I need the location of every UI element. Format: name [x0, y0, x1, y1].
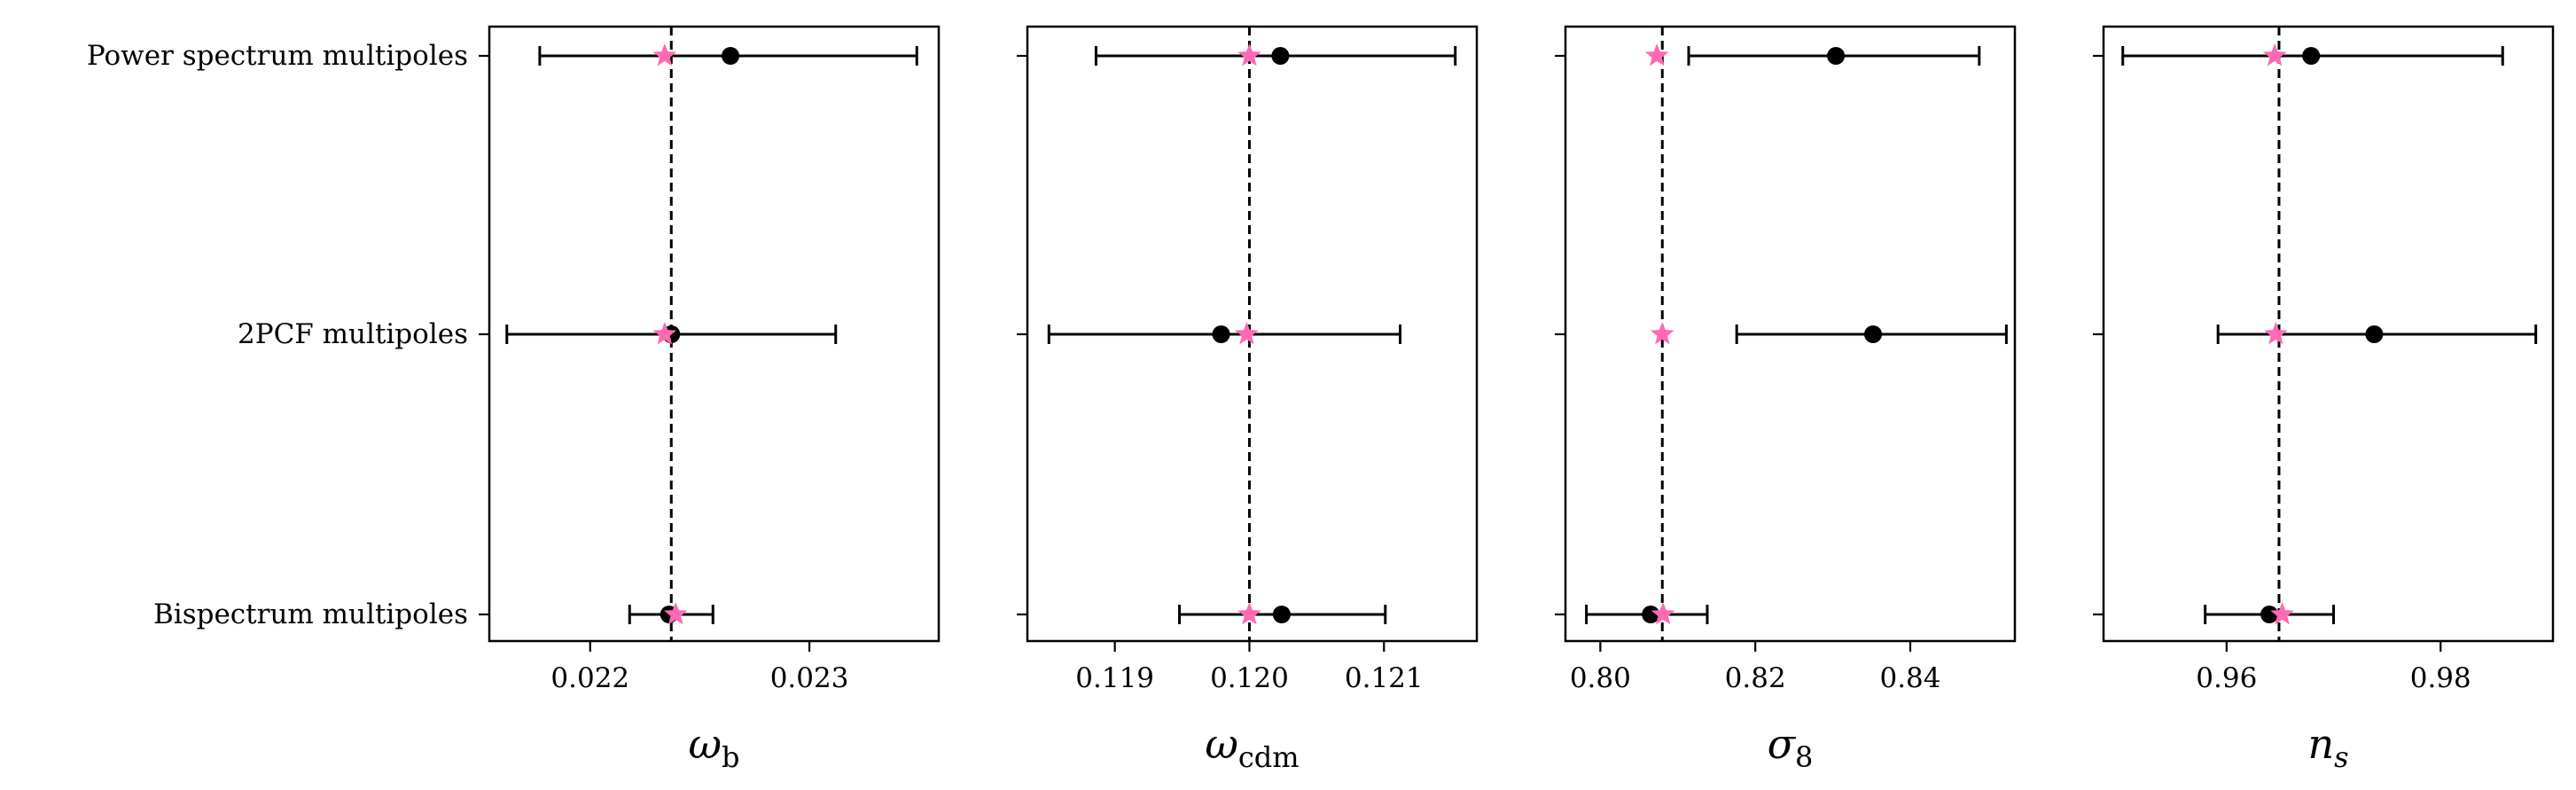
- measurement-point: [2302, 47, 2321, 65]
- x-tick-label: 0.121: [1345, 662, 1424, 694]
- measurement-point: [1864, 325, 1883, 343]
- measurement-point: [722, 47, 740, 65]
- x-tick-label: 0.80: [1570, 662, 1631, 694]
- x-axis-label-symbol: σ: [1768, 720, 1797, 768]
- truth-star-marker: [2262, 43, 2287, 66]
- truth-star-marker: [663, 602, 688, 625]
- x-axis-label: ωb: [689, 720, 740, 774]
- x-axis-label-symbol: ω: [1205, 720, 1238, 768]
- truth-star-marker: [1651, 602, 1675, 625]
- x-tick-label: 0.98: [2410, 662, 2471, 694]
- x-axis-label-symbol: n: [2307, 720, 2334, 768]
- x-tick-label: 0.82: [1725, 662, 1786, 694]
- measurement-point: [1271, 47, 1290, 65]
- truth-star-marker: [2264, 322, 2288, 345]
- panel-3: 0.80 0.82 0.84 σ8: [1555, 25, 2017, 774]
- x-axis-label: σ8: [1768, 720, 1814, 774]
- y-category-labels: Power spectrum multipoles 2PCF multipoles…: [87, 40, 468, 630]
- panel-1: 0.022 0.023 ωb: [479, 25, 941, 774]
- panel-frame: [1026, 25, 1479, 643]
- x-tick-label: 0.119: [1075, 662, 1154, 694]
- panel-frame: [1564, 25, 2017, 643]
- x-axis-label-subscript: 8: [1795, 740, 1813, 774]
- x-axis-label: ns: [2307, 720, 2348, 774]
- x-axis-label-symbol: ω: [689, 720, 722, 768]
- x-axis-label-subscript: cdm: [1238, 740, 1300, 774]
- truth-star-marker: [1235, 322, 1259, 345]
- panel-2: 0.119 0.120 0.121 ωcdm: [1017, 25, 1479, 774]
- panel-4: 0.96 0.98 ns: [2093, 25, 2555, 774]
- measurement-point: [1827, 47, 1846, 65]
- truth-star-marker: [1644, 43, 1669, 66]
- truth-star-marker: [652, 43, 677, 66]
- y-category-label: Bispectrum multipoles: [153, 598, 468, 630]
- truth-star-marker: [2270, 602, 2294, 625]
- x-tick-label: 0.96: [2196, 662, 2257, 694]
- y-category-label: 2PCF multipoles: [238, 318, 468, 350]
- x-axis-label-subscript: s: [2334, 740, 2348, 774]
- x-axis-label-subscript: b: [722, 740, 739, 774]
- measurement-point: [2260, 606, 2279, 623]
- x-axis-label: ωcdm: [1205, 720, 1299, 774]
- truth-star-marker: [1237, 43, 1261, 66]
- measurement-point: [2365, 325, 2384, 343]
- truth-star-marker: [652, 322, 677, 345]
- y-category-label: Power spectrum multipoles: [87, 40, 468, 72]
- x-tick-label: 0.023: [770, 662, 849, 694]
- truth-star-marker: [1237, 602, 1261, 625]
- panel-frame: [2102, 25, 2555, 643]
- measurement-point: [1642, 606, 1660, 623]
- measurement-point: [1272, 606, 1291, 623]
- x-tick-label: 0.120: [1210, 662, 1289, 694]
- x-tick-label: 0.84: [1879, 662, 1940, 694]
- panel-frame: [488, 25, 941, 643]
- x-tick-label: 0.022: [550, 662, 629, 694]
- truth-star-marker: [1650, 322, 1674, 345]
- measurement-point: [1212, 325, 1230, 343]
